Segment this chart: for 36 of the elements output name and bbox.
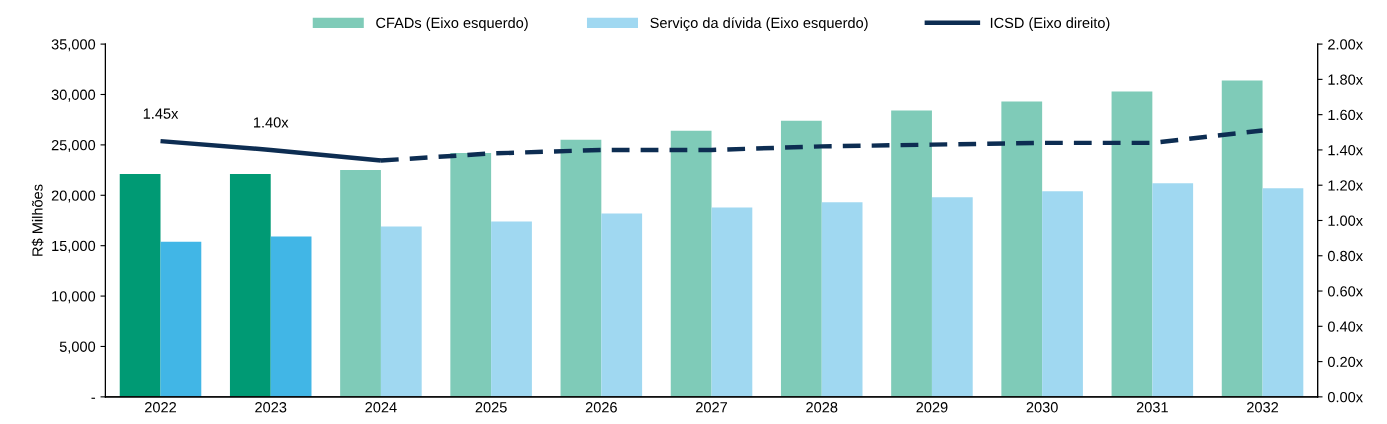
legend-label: Serviço da dívida (Eixo esquerdo) [650,17,868,31]
x-tick-label: 2030 [1026,402,1058,413]
y2-tick-label: 0.40x [1327,321,1363,332]
y2-tick-label: 1.00x [1328,215,1363,226]
x-tick-label: 2023 [255,402,287,413]
x-tick-label: 2027 [696,402,728,413]
y-axis-title: R$ Milhões [31,184,44,256]
x-tick-label: 2024 [365,402,397,413]
y-tick-label: 30,000 [51,89,96,102]
y-tick-label: 35,000 [51,39,96,52]
y-tick-label: 10,000 [52,291,96,304]
x-tick-label: 2031 [1136,402,1168,413]
x-tick-label: 2032 [1247,402,1279,413]
y2-tick-label: 0.80x [1327,250,1363,262]
y2-tick-label: 2.00x [1328,39,1363,50]
x-tick-label: 2026 [585,402,617,413]
y2-tick-label: 1.80x [1328,74,1363,85]
y2-tick-label: 1.40x [1328,145,1363,156]
y-tick-label: 15,000 [52,240,96,253]
x-tick-label: 2025 [475,402,507,413]
y2-tick-label: 0.00x [1327,391,1363,403]
data-label: 1.45x [143,108,179,119]
legend-label: CFADs (Eixo esquerdo) [376,17,528,31]
y2-tick-label: 1.60x [1328,109,1363,121]
y-tick-label: 20,000 [51,190,96,203]
y2-tick-label: 0.20x [1327,356,1363,368]
y2-tick-label: 0.60x [1327,286,1363,297]
x-tick-label: 2029 [916,402,948,413]
y-tick-label: 25,000 [51,139,96,153]
y2-tick-label: 1.20x [1328,180,1363,191]
x-tick-label: 2028 [806,402,838,413]
x-tick-label: 2022 [145,402,176,413]
y-tick-label: - [91,397,96,399]
legend-label: ICSD (Eixo direito) [990,17,1110,31]
y-tick-label: 5,000 [59,341,96,354]
data-label: 1.40x [253,117,289,128]
